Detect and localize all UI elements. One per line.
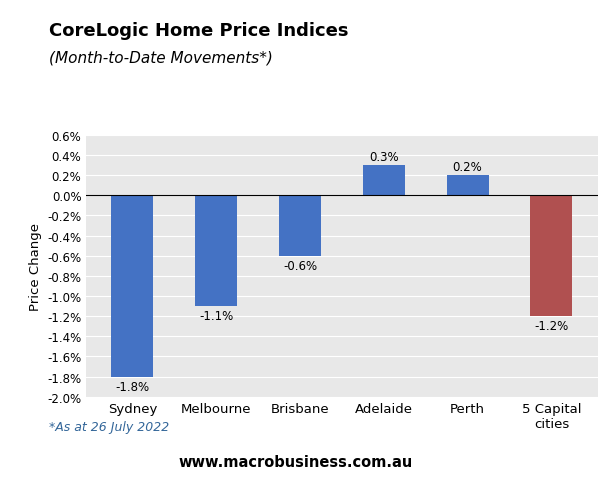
Bar <box>363 166 405 196</box>
Bar <box>195 196 237 306</box>
Bar <box>111 196 153 377</box>
Text: *As at 26 July 2022: *As at 26 July 2022 <box>49 420 169 433</box>
Text: -1.1%: -1.1% <box>199 309 233 322</box>
Text: (Month-to-Date Movements*): (Month-to-Date Movements*) <box>49 51 273 66</box>
Bar <box>530 196 572 317</box>
Text: -1.2%: -1.2% <box>534 319 569 333</box>
Text: MACRO: MACRO <box>487 20 561 38</box>
Text: www.macrobusiness.com.au: www.macrobusiness.com.au <box>179 454 413 469</box>
Text: CoreLogic Home Price Indices: CoreLogic Home Price Indices <box>49 22 349 40</box>
Bar <box>279 196 321 256</box>
Text: -1.8%: -1.8% <box>115 380 150 393</box>
Text: 0.3%: 0.3% <box>369 151 399 164</box>
Text: BUSINESS: BUSINESS <box>474 51 573 69</box>
Y-axis label: Price Change: Price Change <box>28 222 41 310</box>
Text: -0.6%: -0.6% <box>283 259 317 272</box>
Bar <box>447 176 488 196</box>
Text: 0.2%: 0.2% <box>453 161 482 174</box>
